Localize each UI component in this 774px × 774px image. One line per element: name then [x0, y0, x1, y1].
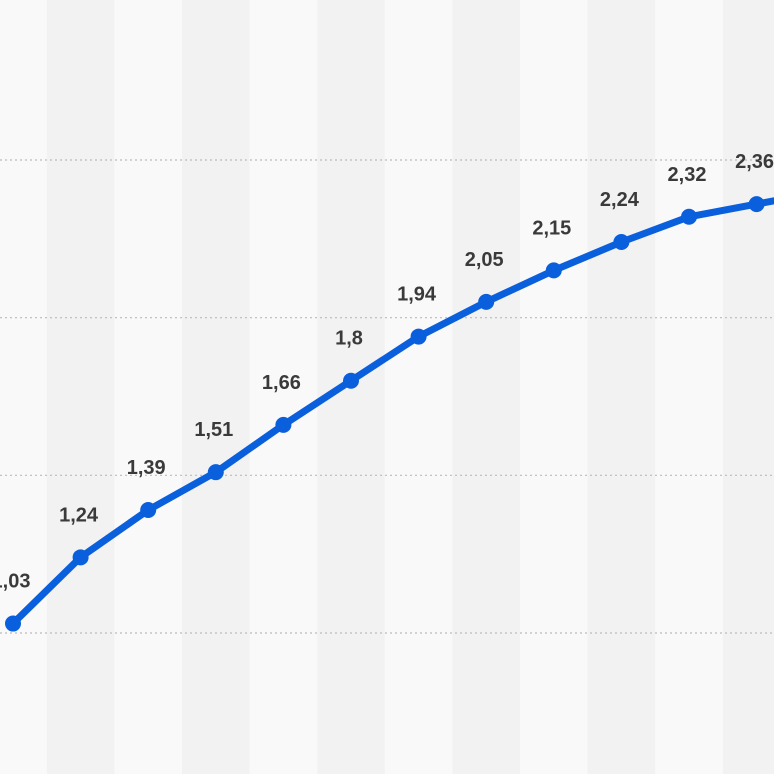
- data-point: [613, 233, 630, 250]
- background-stripe: [46, 0, 115, 774]
- data-point: [140, 502, 157, 519]
- data-label: 1,51: [194, 419, 233, 441]
- data-label: 2,05: [465, 249, 504, 271]
- grid-lines: [0, 159, 774, 634]
- background-stripe: [182, 0, 250, 774]
- data-point: [343, 372, 359, 389]
- data-point: [478, 293, 495, 310]
- data-label: 2,15: [532, 217, 571, 239]
- data-point: [275, 416, 292, 433]
- data-label: 1,03: [0, 571, 30, 593]
- data-point: [410, 328, 427, 345]
- data-label: 2,32: [668, 164, 707, 186]
- background-stripe: [587, 0, 656, 774]
- data-label: 1,8: [335, 328, 363, 350]
- data-point: [5, 615, 21, 632]
- background-stripes: [46, 0, 774, 774]
- series-line-path: [9, 197, 774, 627]
- data-label: 1,39: [127, 457, 166, 479]
- data-label: 2,36: [735, 151, 774, 173]
- series-line: [9, 197, 774, 627]
- data-point: [207, 464, 224, 481]
- data-label: 1,94: [397, 284, 437, 306]
- data-point: [545, 262, 562, 279]
- data-point: [681, 208, 697, 225]
- background-stripe: [722, 0, 774, 774]
- data-label: 2,24: [600, 189, 640, 211]
- data-point: [748, 196, 765, 213]
- data-point: [72, 549, 89, 566]
- data-label: 1,24: [59, 504, 99, 526]
- background-stripe: [452, 0, 520, 774]
- data-labels: 1,03 1,24 1,39 1,51 1,66 1,8 1,94 2,05 2,15 2,24 2…: [0, 151, 774, 592]
- data-points: [5, 196, 765, 632]
- data-label: 1,66: [262, 372, 301, 394]
